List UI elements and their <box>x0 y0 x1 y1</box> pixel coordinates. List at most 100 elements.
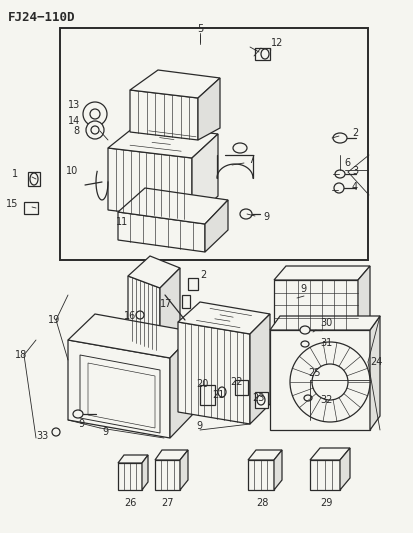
Polygon shape <box>118 188 228 224</box>
Polygon shape <box>249 314 269 424</box>
Polygon shape <box>269 316 379 330</box>
Polygon shape <box>118 455 147 463</box>
Ellipse shape <box>260 49 268 59</box>
Text: 17: 17 <box>159 299 172 309</box>
Polygon shape <box>204 200 228 252</box>
Ellipse shape <box>240 209 252 219</box>
Text: 22: 22 <box>230 377 242 387</box>
Polygon shape <box>118 463 142 490</box>
Polygon shape <box>247 450 281 460</box>
Text: 3: 3 <box>351 166 357 176</box>
Text: 31: 31 <box>319 338 332 348</box>
Ellipse shape <box>90 109 100 119</box>
Ellipse shape <box>256 395 264 405</box>
Polygon shape <box>309 448 349 460</box>
Ellipse shape <box>333 183 343 193</box>
Polygon shape <box>247 460 273 490</box>
Text: 24: 24 <box>369 357 382 367</box>
Polygon shape <box>269 330 369 430</box>
Ellipse shape <box>218 387 225 397</box>
Ellipse shape <box>30 173 38 185</box>
Text: 23: 23 <box>252 393 264 403</box>
Polygon shape <box>108 124 218 158</box>
Polygon shape <box>254 392 267 408</box>
Ellipse shape <box>52 428 60 436</box>
Text: 2: 2 <box>351 128 357 138</box>
Polygon shape <box>273 450 281 490</box>
Text: 9: 9 <box>195 421 202 431</box>
Polygon shape <box>369 316 379 430</box>
Text: 6: 6 <box>343 158 349 168</box>
Polygon shape <box>182 295 190 308</box>
Text: 19: 19 <box>48 315 60 325</box>
Text: 13: 13 <box>68 100 80 110</box>
Polygon shape <box>235 380 247 395</box>
Ellipse shape <box>303 395 311 401</box>
Text: 9: 9 <box>262 212 268 222</box>
Polygon shape <box>159 268 180 352</box>
Polygon shape <box>197 78 219 140</box>
Polygon shape <box>178 322 249 424</box>
Ellipse shape <box>73 410 83 418</box>
Polygon shape <box>24 202 38 214</box>
Polygon shape <box>180 450 188 490</box>
Polygon shape <box>108 148 192 220</box>
Polygon shape <box>254 48 269 60</box>
Polygon shape <box>178 302 269 334</box>
Text: 14: 14 <box>68 116 80 126</box>
Text: 12: 12 <box>271 38 282 48</box>
Text: 27: 27 <box>161 498 174 508</box>
Polygon shape <box>273 266 369 280</box>
Polygon shape <box>128 256 180 288</box>
Text: 29: 29 <box>319 498 331 508</box>
Text: 26: 26 <box>123 498 136 508</box>
Ellipse shape <box>334 170 344 178</box>
Polygon shape <box>154 450 188 460</box>
Polygon shape <box>28 172 40 186</box>
Text: 9: 9 <box>78 419 84 429</box>
Polygon shape <box>188 278 197 290</box>
Polygon shape <box>192 134 218 220</box>
Ellipse shape <box>311 364 347 400</box>
Ellipse shape <box>136 311 144 319</box>
Text: 2: 2 <box>199 270 206 280</box>
Text: 1: 1 <box>12 169 18 179</box>
Text: 7: 7 <box>247 155 254 165</box>
Text: 33: 33 <box>36 431 48 441</box>
Polygon shape <box>142 455 147 490</box>
Text: 5: 5 <box>197 24 203 34</box>
Polygon shape <box>339 448 349 490</box>
Polygon shape <box>154 460 180 490</box>
Ellipse shape <box>91 126 99 134</box>
Text: 11: 11 <box>116 217 128 227</box>
Text: 20: 20 <box>195 379 208 389</box>
Polygon shape <box>118 212 204 252</box>
Text: 18: 18 <box>15 350 27 360</box>
Polygon shape <box>309 460 339 490</box>
Ellipse shape <box>332 133 346 143</box>
Text: 10: 10 <box>66 166 78 176</box>
Polygon shape <box>130 70 219 98</box>
Text: 16: 16 <box>124 311 136 321</box>
Polygon shape <box>128 276 159 352</box>
Ellipse shape <box>299 326 309 334</box>
Text: 8: 8 <box>74 126 80 136</box>
Ellipse shape <box>289 342 369 422</box>
Bar <box>60 28 367 260</box>
Ellipse shape <box>300 341 308 347</box>
Text: 9: 9 <box>299 284 305 294</box>
Polygon shape <box>68 314 195 358</box>
Text: 9: 9 <box>102 427 108 437</box>
Ellipse shape <box>86 121 104 139</box>
Text: FJ24−110D: FJ24−110D <box>8 11 75 24</box>
Text: 32: 32 <box>319 395 332 405</box>
Text: 28: 28 <box>255 498 268 508</box>
Polygon shape <box>170 332 195 438</box>
Polygon shape <box>130 90 197 140</box>
Text: 21: 21 <box>211 390 224 400</box>
Polygon shape <box>68 340 170 438</box>
Polygon shape <box>273 280 357 330</box>
Text: 4: 4 <box>351 182 357 192</box>
Text: 30: 30 <box>319 318 332 328</box>
Ellipse shape <box>233 143 247 153</box>
